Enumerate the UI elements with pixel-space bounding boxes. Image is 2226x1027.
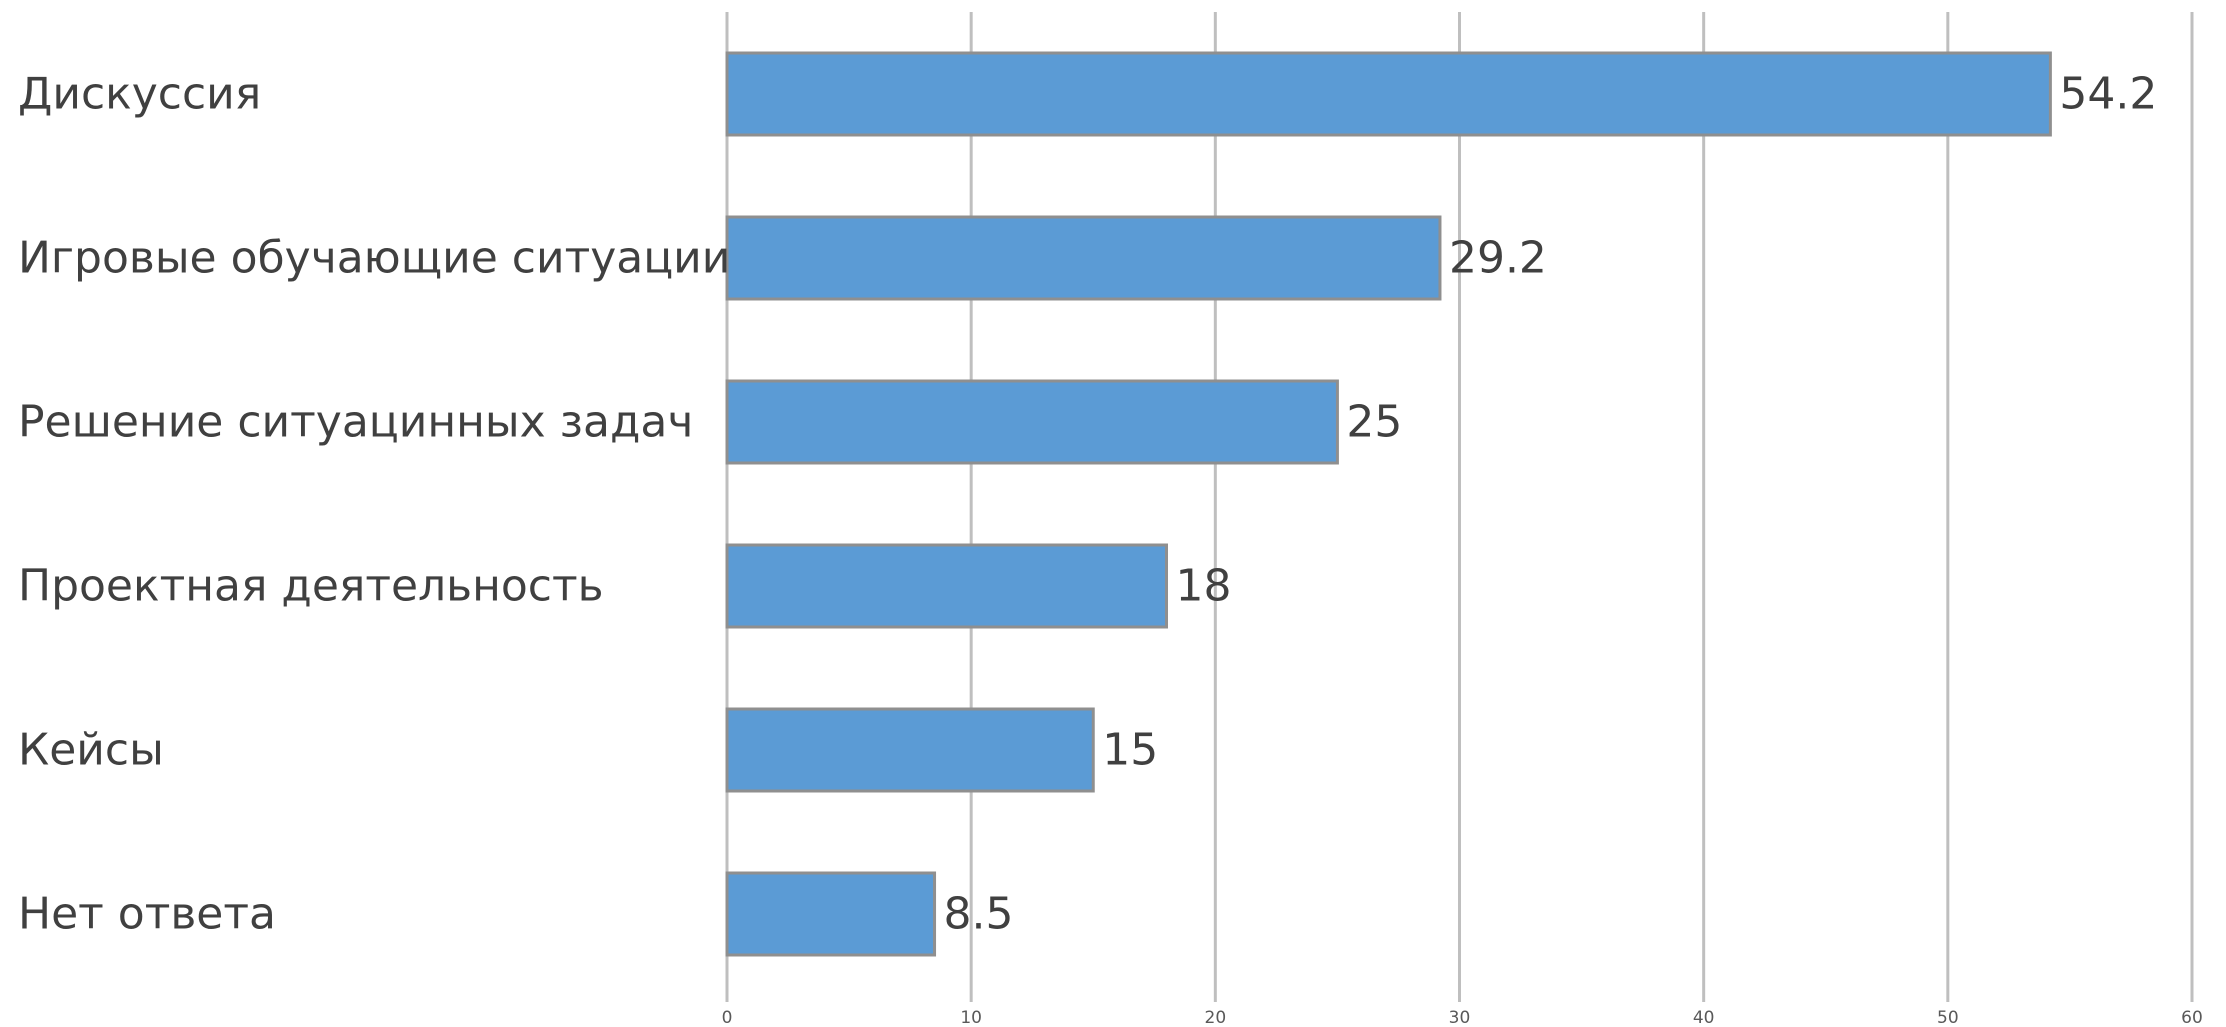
- data-label: 29.2: [1449, 233, 1547, 284]
- bar: [725, 215, 1442, 301]
- data-label: 54.2: [2059, 69, 2157, 120]
- bar: [725, 707, 1095, 793]
- x-tick-label: 30: [1449, 1008, 1471, 1027]
- data-label: 25: [1346, 397, 1402, 448]
- category-label: Проектная деятельность: [18, 561, 604, 612]
- bars: [725, 51, 2052, 957]
- x-tick-label: 0: [722, 1008, 733, 1027]
- category-labels: Дискуссия Игровые обучающие ситуации Решен…: [18, 69, 730, 940]
- data-label: 15: [1102, 725, 1158, 776]
- data-label: 8.5: [944, 889, 1014, 940]
- x-axis-tick-labels: 0 10 20 30 40 50 60: [722, 1008, 2203, 1027]
- category-label: Дискуссия: [18, 69, 261, 120]
- bar: [725, 379, 1339, 465]
- gridlines: [725, 12, 2194, 1002]
- x-tick-label: 40: [1693, 1008, 1715, 1027]
- x-tick-label: 50: [1937, 1008, 1959, 1027]
- bar: [725, 871, 937, 957]
- bar: [725, 51, 2052, 137]
- category-label: Решение ситуацинных задач: [18, 397, 693, 448]
- category-label: Игровые обучающие ситуации: [18, 233, 730, 284]
- value-labels: 54.2 29.2 25 18 15 8.5: [944, 69, 2158, 940]
- x-tick-label: 60: [2181, 1008, 2203, 1027]
- category-label: Нет ответа: [18, 889, 276, 940]
- data-label: 18: [1176, 561, 1232, 612]
- category-label: Кейсы: [18, 725, 164, 776]
- bar: [725, 543, 1168, 629]
- x-tick-label: 20: [1205, 1008, 1227, 1027]
- x-tick-label: 10: [960, 1008, 982, 1027]
